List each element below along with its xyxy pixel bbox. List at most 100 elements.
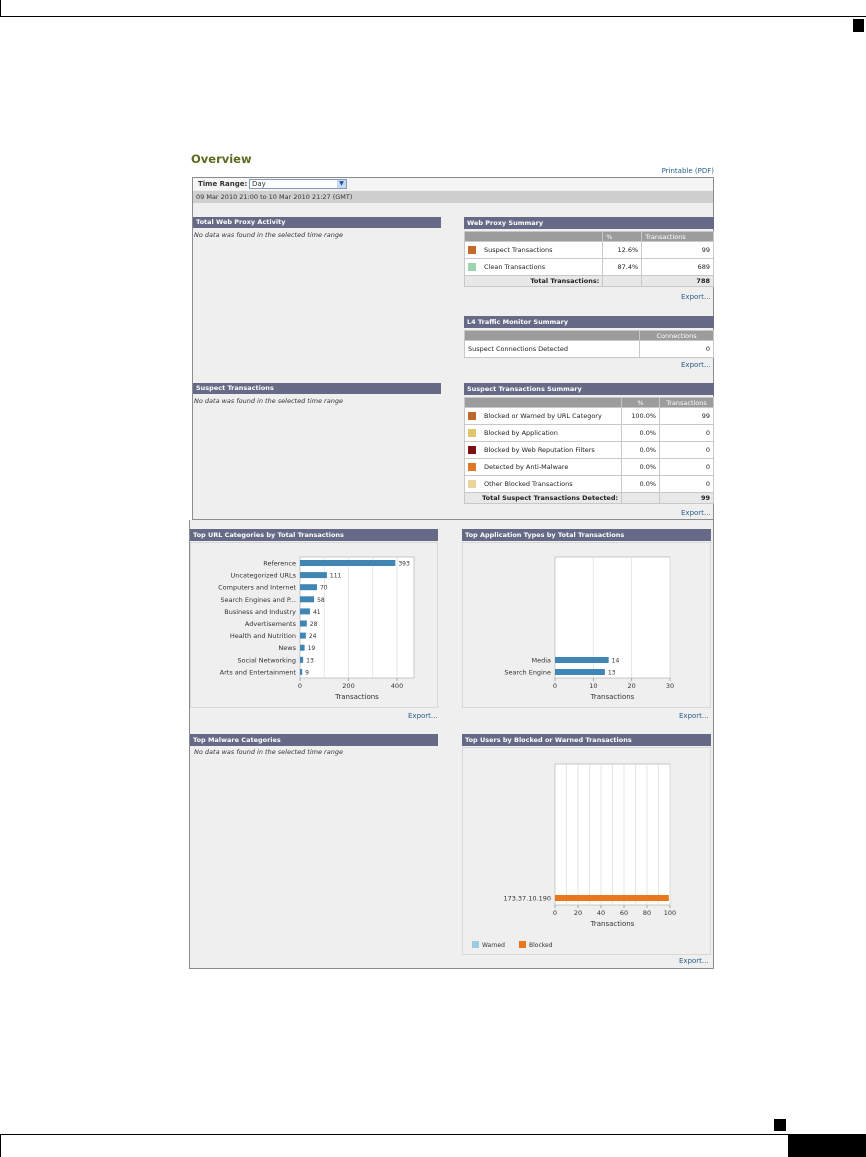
panel-header-total-web-proxy-activity: Total Web Proxy Activity <box>193 217 441 228</box>
l4-summary-table: Connections Suspect Connections Detected… <box>463 330 714 358</box>
x-tick-label: 0 <box>298 682 302 690</box>
page-bottom-rule-tick <box>0 1134 1 1157</box>
table-row: Blocked by Web Reputation Filters 0.0% 0 <box>463 441 714 459</box>
bar <box>300 656 304 663</box>
table-row: Detected by Anti-Malware 0.0% 0 <box>463 458 714 476</box>
suspect-summary-table: % Transactions Blocked or Warned by URL … <box>463 397 714 504</box>
row-label: Clean Transactions <box>484 263 546 271</box>
total-label: Total Suspect Transactions Detected: <box>463 492 623 504</box>
data-label: 70 <box>320 585 328 592</box>
chevron-down-icon[interactable]: ▼ <box>337 180 346 188</box>
legend-label: Blocked <box>529 942 553 949</box>
row-label: Suspect Connections Detected <box>463 340 641 358</box>
table-row: Other Blocked Transactions 0.0% 0 <box>463 475 714 493</box>
x-tick-label: 10 <box>589 682 597 690</box>
category-label: Computers and Internet <box>218 584 296 592</box>
category-label: Health and Nutrition <box>230 632 296 640</box>
x-tick-label: 100 <box>664 909 676 917</box>
x-tick-label: 0 <box>553 909 557 917</box>
data-label: 111 <box>330 573 342 580</box>
page-footer-tab <box>788 1135 866 1157</box>
x-axis-label: Transactions <box>334 693 379 701</box>
data-label: 13 <box>306 657 314 664</box>
page-title: Overview <box>191 152 252 166</box>
swatch-clean <box>468 263 476 271</box>
legend-swatch <box>519 941 526 948</box>
category-label: Search Engines and P... <box>220 596 296 604</box>
x-tick-label: 60 <box>620 909 628 917</box>
table-row: Suspect Connections Detected 0 <box>463 340 714 358</box>
swatch-other <box>468 480 476 488</box>
category-label: Social Networking <box>237 656 296 664</box>
x-tick-label: 20 <box>628 682 636 690</box>
panel-header-web-proxy-summary: Web Proxy Summary <box>464 217 714 229</box>
time-range-label: Time Range: <box>198 180 248 188</box>
data-label: 58 <box>317 597 325 604</box>
x-tick-label: 200 <box>342 682 354 690</box>
row-value: 0 <box>639 340 714 358</box>
data-label: 28 <box>310 621 318 628</box>
data-label: 13 <box>608 670 616 677</box>
bar <box>300 620 307 627</box>
export-link-l4[interactable]: Export... <box>681 361 711 369</box>
total-label: Total Transactions: <box>463 275 604 287</box>
panel-header-l4-traffic: L4 Traffic Monitor Summary <box>464 316 714 328</box>
page-bottom-rule <box>0 1134 866 1135</box>
bar <box>300 644 305 651</box>
export-link-app-types[interactable]: Export... <box>679 712 709 720</box>
data-label: 14 <box>612 658 620 665</box>
table-row: Blocked by Application 0.0% 0 <box>463 424 714 442</box>
x-axis-label: Transactions <box>590 920 635 928</box>
category-label: News <box>278 644 296 652</box>
x-tick-label: 20 <box>574 909 582 917</box>
panel-header-top-users: Top Users by Blocked or Warned Transacti… <box>462 734 711 746</box>
panel-header-suspect-summary: Suspect Transactions Summary <box>464 383 714 395</box>
swatch-web-reputation <box>468 446 476 454</box>
category-label: 173.37.10.190 <box>503 895 551 903</box>
row-label: Blocked by Web Reputation Filters <box>484 446 595 454</box>
export-link-suspect[interactable]: Export... <box>681 509 711 517</box>
legend-label: Warned <box>482 942 505 949</box>
printable-pdf-link[interactable]: Printable (PDF) <box>661 167 714 175</box>
data-label: 393 <box>398 561 410 568</box>
total-row: Total Transactions: 788 <box>463 275 714 287</box>
swatch-application <box>468 429 476 437</box>
page-top-rule-tick <box>0 0 1 17</box>
row-label: Detected by Anti-Malware <box>484 463 569 471</box>
bar <box>300 560 396 566</box>
data-label: 19 <box>308 645 316 652</box>
export-link-url-categories[interactable]: Export... <box>408 712 438 720</box>
category-label: Reference <box>263 560 296 568</box>
swatch-suspect <box>468 246 476 254</box>
bar <box>300 668 303 675</box>
bar <box>300 596 315 603</box>
bar <box>555 657 609 663</box>
x-tick-label: 30 <box>666 682 674 690</box>
time-range-bar: Time Range: Day ▼ <box>193 178 713 190</box>
category-label: Uncategorized URLs <box>231 572 297 580</box>
no-data-message: No data was found in the selected time r… <box>194 748 343 756</box>
web-proxy-summary-table: % Transactions Suspect Transactions 12.6… <box>463 231 714 287</box>
export-link-top-users[interactable]: Export... <box>679 957 709 965</box>
legend-swatch <box>472 941 479 948</box>
table-row: Suspect Transactions 12.6% 99 <box>463 241 714 259</box>
bar <box>300 584 317 591</box>
panel-header-top-app-types: Top Application Types by Total Transacti… <box>462 529 711 541</box>
bar <box>300 632 306 639</box>
category-label: Search Engine <box>504 669 551 677</box>
time-range-select[interactable]: Day ▼ <box>249 179 347 189</box>
category-label: Advertisements <box>245 620 297 628</box>
panel-header-suspect-transactions: Suspect Transactions <box>193 383 441 394</box>
data-label: 9 <box>305 669 309 676</box>
total-row: Total Suspect Transactions Detected: 99 <box>463 492 714 504</box>
swatch-anti-malware <box>468 463 476 471</box>
x-axis-label: Transactions <box>590 693 635 701</box>
export-link-web-proxy[interactable]: Export... <box>681 293 711 301</box>
no-data-message: No data was found in the selected time r… <box>194 397 343 405</box>
page-footer-mark <box>774 1119 786 1131</box>
page-corner-mark <box>853 19 864 32</box>
category-label: Media <box>531 657 551 665</box>
